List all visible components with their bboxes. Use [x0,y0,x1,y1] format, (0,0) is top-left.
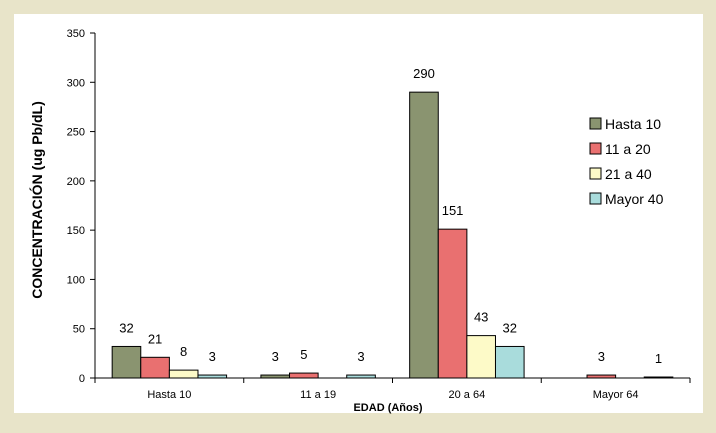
y-tick-label: 150 [67,225,85,237]
bar [289,372,319,379]
y-tick-label: 0 [79,373,85,385]
legend-label: 21 a 40 [605,166,652,182]
bar [409,91,439,379]
data-label: 290 [413,66,435,81]
legend-swatch [589,192,602,205]
y-axis-ticks: 0 50 100 150 200 250 300 350 [67,28,95,385]
bar [437,228,468,379]
data-label: 5 [300,347,307,362]
bar [168,369,199,379]
y-tick-label: 100 [67,274,85,286]
data-label: 151 [442,203,464,218]
legend-label: Mayor 40 [605,191,664,207]
legend-swatch [589,167,602,180]
data-label: 32 [503,320,517,335]
x-axis-title: EDAD (Años) [353,402,422,414]
data-label: 3 [272,349,279,364]
data-label: 1 [655,351,662,366]
legend-label: 11 a 20 [605,141,651,157]
x-tick-label: 11 a 19 [300,389,336,401]
bars [111,91,674,379]
data-label: 3 [598,349,605,364]
data-label: 3 [357,349,364,364]
legend-swatch [589,142,602,155]
bar [346,374,376,379]
legend-swatch [589,117,602,130]
x-axis-ticks: Hasta 10 11 a 19 20 a 64 Mayor 64 [94,378,691,401]
data-label: 8 [180,344,187,359]
bar [643,376,674,379]
data-label: 43 [474,310,488,325]
data-label: 32 [119,320,133,335]
data-label: 21 [148,331,162,346]
y-tick-label: 50 [73,324,85,336]
bar [197,374,228,379]
data-label: 3 [209,349,216,364]
data-labels: 32 3 290 21 5 151 3 8 43 3 3 32 1 [119,66,662,366]
legend: Hasta 10 11 a 20 21 a 40 Mayor 40 [589,116,664,207]
x-tick-label: Mayor 64 [593,389,639,401]
bar [260,374,291,379]
x-tick-label: Hasta 10 [147,389,191,401]
y-tick-label: 350 [67,28,85,40]
y-tick-label: 300 [67,77,85,89]
bar [466,335,496,379]
y-tick-label: 250 [67,127,85,139]
y-axis-title: CONCENTRACIÓN (ug Pb/dL) [28,101,45,299]
y-tick-label: 200 [67,176,85,188]
bar [140,356,170,379]
bar [586,374,617,379]
bar [494,345,525,379]
bar [111,345,142,379]
legend-label: Hasta 10 [605,116,661,132]
x-tick-label: 20 a 64 [449,389,486,401]
